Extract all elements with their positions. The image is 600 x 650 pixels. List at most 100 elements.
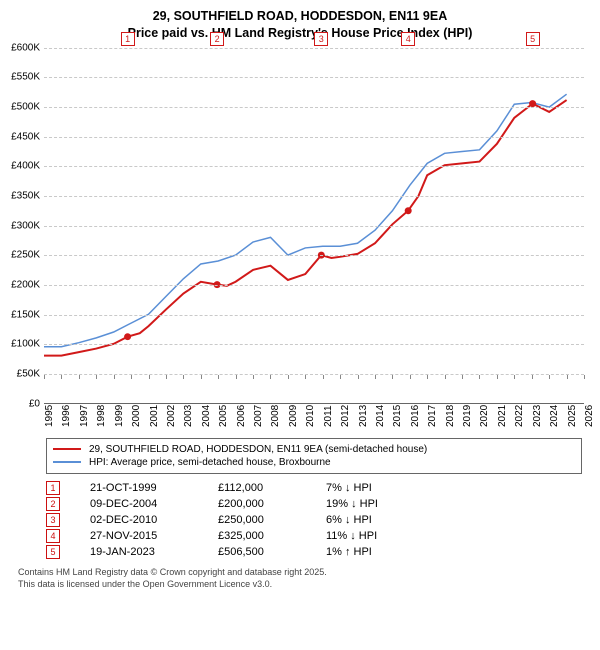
gridline bbox=[44, 226, 584, 227]
x-tick-label: 2017 bbox=[427, 405, 438, 427]
x-tick-label: 2001 bbox=[149, 405, 160, 427]
sale-marker-box: 5 bbox=[526, 32, 540, 46]
sale-marker-dot bbox=[124, 333, 131, 340]
gridline bbox=[44, 166, 584, 167]
series-hpi bbox=[44, 94, 567, 347]
sale-date: 27-NOV-2015 bbox=[90, 530, 200, 542]
sales-row: 209-DEC-2004£200,00019% ↓ HPI bbox=[46, 496, 582, 512]
x-tick bbox=[497, 375, 498, 379]
chart-container: 29, SOUTHFIELD ROAD, HODDESDON, EN11 9EA… bbox=[0, 0, 600, 650]
y-tick-label: £300K bbox=[11, 220, 44, 231]
y-tick-label: £600K bbox=[11, 42, 44, 53]
footer-line-1: Contains HM Land Registry data © Crown c… bbox=[18, 566, 582, 578]
gridline bbox=[44, 77, 584, 78]
sale-marker-box: 4 bbox=[401, 32, 415, 46]
x-tick-label: 2020 bbox=[479, 405, 490, 427]
legend-label: 29, SOUTHFIELD ROAD, HODDESDON, EN11 9EA… bbox=[89, 444, 427, 455]
y-tick-label: £550K bbox=[11, 72, 44, 83]
legend-item: HPI: Average price, semi-detached house,… bbox=[53, 456, 575, 469]
y-tick-label: £450K bbox=[11, 131, 44, 142]
footer-line-2: This data is licensed under the Open Gov… bbox=[18, 578, 582, 590]
x-tick-label: 2015 bbox=[392, 405, 403, 427]
sale-index-box: 1 bbox=[46, 481, 60, 495]
sale-date: 21-OCT-1999 bbox=[90, 482, 200, 494]
sale-hpi-diff: 19% ↓ HPI bbox=[326, 498, 436, 510]
y-tick-label: £400K bbox=[11, 161, 44, 172]
x-tick-label: 2009 bbox=[288, 405, 299, 427]
title-line-1: 29, SOUTHFIELD ROAD, HODDESDON, EN11 9EA bbox=[10, 8, 590, 25]
x-tick-label: 2008 bbox=[270, 405, 281, 427]
x-tick bbox=[236, 375, 237, 379]
x-tick-label: 2026 bbox=[584, 405, 595, 427]
y-tick-label: £250K bbox=[11, 250, 44, 261]
x-tick-label: 2014 bbox=[375, 405, 386, 427]
plot-area: £0£50K£100K£150K£200K£250K£300K£350K£400… bbox=[44, 48, 584, 428]
sales-row: 302-DEC-2010£250,0006% ↓ HPI bbox=[46, 512, 582, 528]
x-tick bbox=[340, 375, 341, 379]
x-tick-label: 1997 bbox=[79, 405, 90, 427]
x-tick-label: 2010 bbox=[305, 405, 316, 427]
x-tick-label: 2018 bbox=[445, 405, 456, 427]
sales-row: 121-OCT-1999£112,0007% ↓ HPI bbox=[46, 480, 582, 496]
x-tick bbox=[358, 375, 359, 379]
sales-row: 519-JAN-2023£506,5001% ↑ HPI bbox=[46, 544, 582, 560]
gridline bbox=[44, 255, 584, 256]
x-tick-label: 2016 bbox=[410, 405, 421, 427]
gridline bbox=[44, 196, 584, 197]
x-tick bbox=[323, 375, 324, 379]
x-tick bbox=[253, 375, 254, 379]
sale-price: £200,000 bbox=[218, 498, 308, 510]
legend-label: HPI: Average price, semi-detached house,… bbox=[89, 457, 331, 468]
footer: Contains HM Land Registry data © Crown c… bbox=[18, 566, 582, 590]
x-tick-label: 2003 bbox=[183, 405, 194, 427]
x-tick bbox=[79, 375, 80, 379]
x-tick bbox=[532, 375, 533, 379]
sale-date: 19-JAN-2023 bbox=[90, 546, 200, 558]
x-tick-label: 2021 bbox=[497, 405, 508, 427]
x-tick bbox=[96, 375, 97, 379]
y-tick-label: £350K bbox=[11, 191, 44, 202]
x-tick-label: 2023 bbox=[532, 405, 543, 427]
sales-table: 121-OCT-1999£112,0007% ↓ HPI209-DEC-2004… bbox=[46, 480, 582, 560]
sale-date: 09-DEC-2004 bbox=[90, 498, 200, 510]
x-tick-label: 2007 bbox=[253, 405, 264, 427]
x-tick-label: 2011 bbox=[323, 405, 334, 427]
x-tick-label: 2013 bbox=[358, 405, 369, 427]
x-tick bbox=[549, 375, 550, 379]
x-tick-label: 1996 bbox=[61, 405, 72, 427]
sale-index-box: 4 bbox=[46, 529, 60, 543]
x-tick-label: 2002 bbox=[166, 405, 177, 427]
x-tick-label: 2025 bbox=[567, 405, 578, 427]
legend-swatch bbox=[53, 448, 81, 450]
gridline bbox=[44, 285, 584, 286]
x-tick bbox=[201, 375, 202, 379]
gridline bbox=[44, 315, 584, 316]
x-tick-label: 2005 bbox=[218, 405, 229, 427]
x-tick-label: 2000 bbox=[131, 405, 142, 427]
y-tick-label: £0 bbox=[29, 398, 44, 409]
title-line-2: Price paid vs. HM Land Registry's House … bbox=[10, 25, 590, 42]
sale-price: £325,000 bbox=[218, 530, 308, 542]
sale-price: £506,500 bbox=[218, 546, 308, 558]
x-axis: 1995199619971998199920002001200220032004… bbox=[44, 404, 584, 428]
sale-index-box: 5 bbox=[46, 545, 60, 559]
x-tick bbox=[166, 375, 167, 379]
x-tick-label: 1995 bbox=[44, 405, 55, 427]
x-tick bbox=[61, 375, 62, 379]
legend-item: 29, SOUTHFIELD ROAD, HODDESDON, EN11 9EA… bbox=[53, 443, 575, 456]
gridline bbox=[44, 344, 584, 345]
y-tick-label: £200K bbox=[11, 280, 44, 291]
x-tick bbox=[114, 375, 115, 379]
x-tick bbox=[514, 375, 515, 379]
x-tick-label: 1999 bbox=[114, 405, 125, 427]
sale-date: 02-DEC-2010 bbox=[90, 514, 200, 526]
y-tick-label: £150K bbox=[11, 309, 44, 320]
sale-marker-box: 1 bbox=[121, 32, 135, 46]
sale-marker-dot bbox=[529, 100, 536, 107]
sale-hpi-diff: 7% ↓ HPI bbox=[326, 482, 436, 494]
x-tick-label: 2024 bbox=[549, 405, 560, 427]
x-tick bbox=[392, 375, 393, 379]
chart-title: 29, SOUTHFIELD ROAD, HODDESDON, EN11 9EA… bbox=[10, 8, 590, 42]
y-tick-label: £100K bbox=[11, 339, 44, 350]
x-tick bbox=[584, 375, 585, 379]
